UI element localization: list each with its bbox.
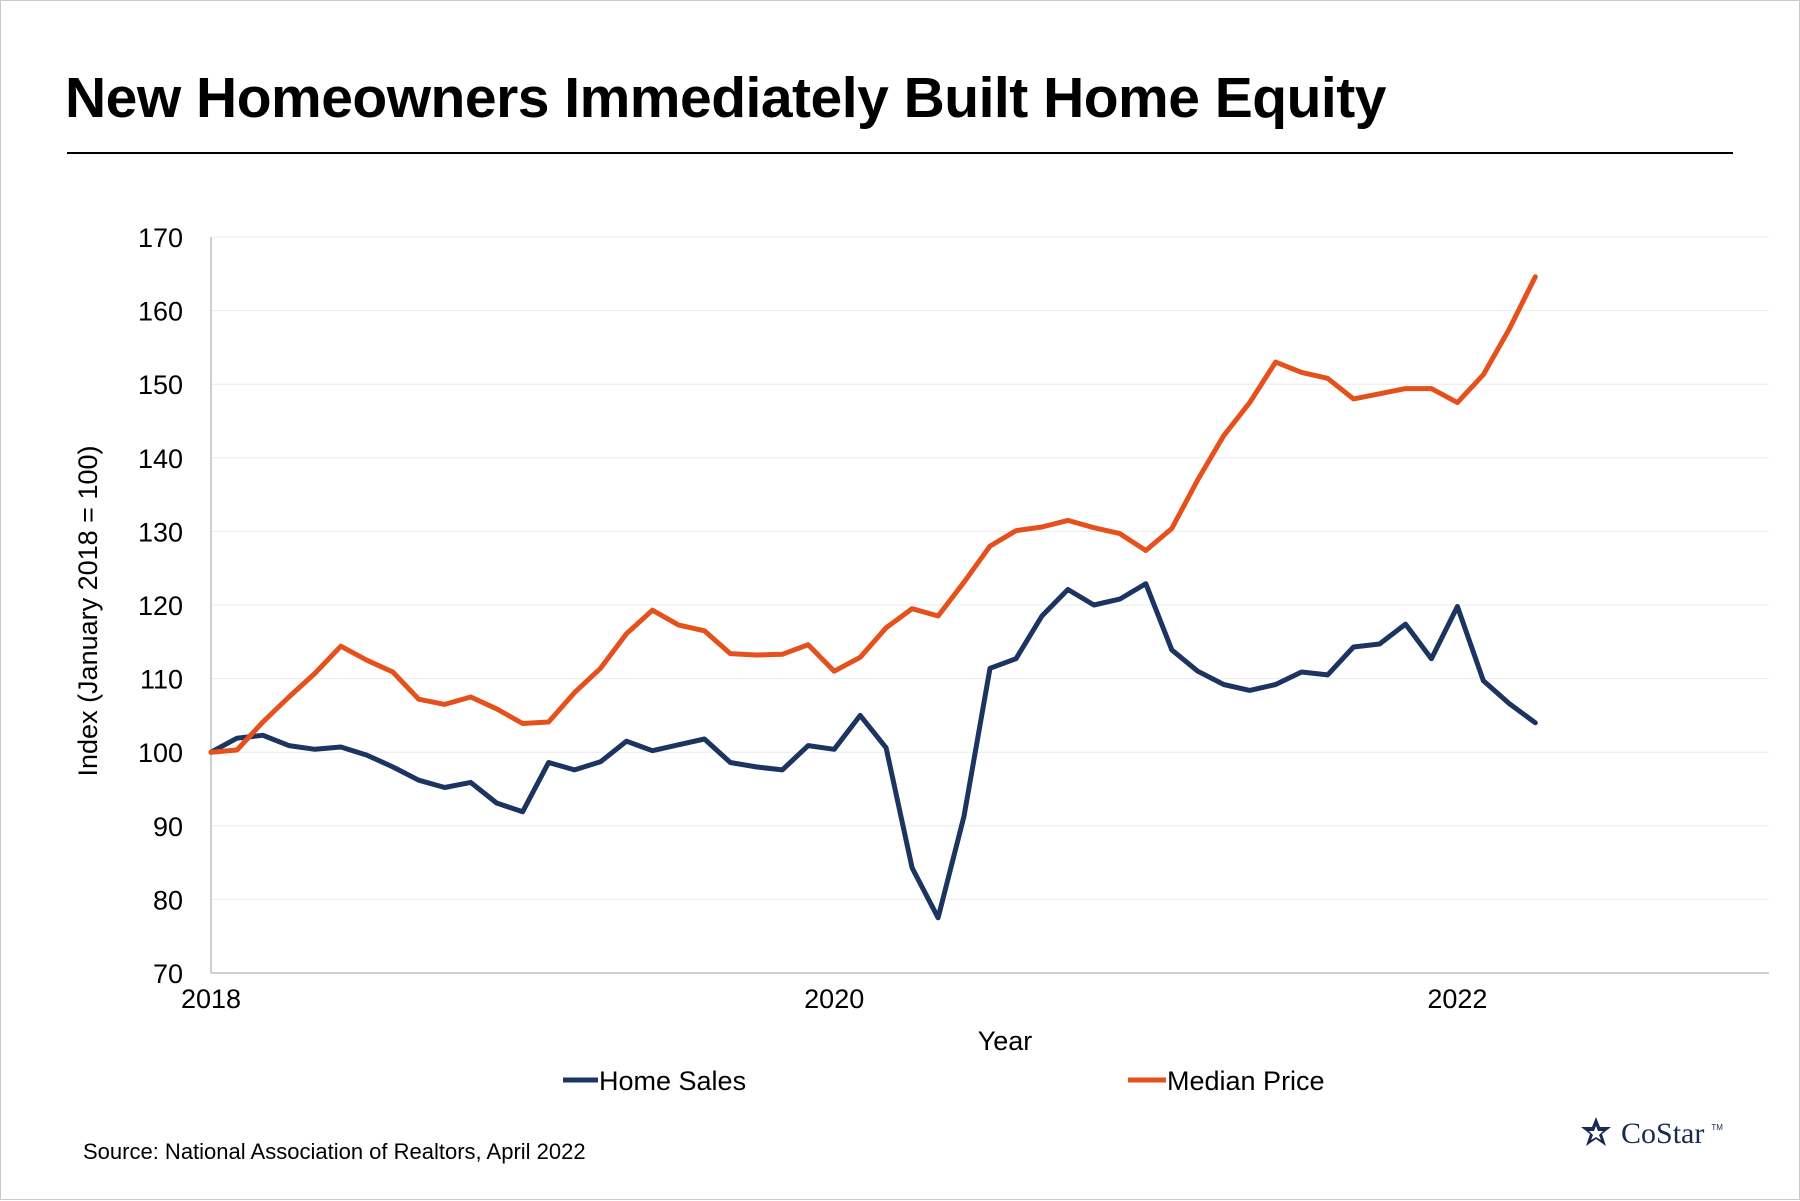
y-tick-label: 160	[138, 297, 183, 327]
source-note: Source: National Association of Realtors…	[83, 1139, 586, 1164]
axes: 70 80 90 100 110 120 130 140 150 160 170 2018 2020 20…	[138, 223, 1769, 1014]
legend-label-home-sales: Home Sales	[599, 1066, 746, 1096]
series-line-median-price	[208, 274, 1538, 755]
gridlines	[211, 236, 1769, 900]
logo-wordmark: CoStar	[1621, 1117, 1705, 1150]
page-title: New Homeowners Immediately Built Home Eq…	[65, 66, 1386, 130]
y-tick-label: 130	[138, 517, 183, 547]
y-tick-label: 70	[153, 959, 183, 989]
legend-label-median-price: Median Price	[1167, 1066, 1325, 1096]
title-divider	[67, 152, 1733, 154]
y-tick-label: 110	[140, 665, 183, 695]
y-tick-label: 140	[138, 444, 183, 474]
x-tick-label: 2020	[804, 984, 864, 1014]
series-lines	[208, 274, 1538, 921]
x-tick-label: 2018	[181, 984, 241, 1014]
y-tick-label: 80	[153, 885, 183, 915]
y-tick-label: 150	[138, 370, 183, 400]
x-axis-label: Year	[978, 1026, 1033, 1056]
x-tick-label: 2022	[1427, 984, 1487, 1014]
y-tick-label: 90	[153, 812, 183, 842]
y-tick-label: 170	[138, 223, 183, 253]
costar-logo: CoStar TM	[1577, 1115, 1723, 1153]
logo-trademark: TM	[1711, 1123, 1723, 1132]
y-tick-label: 100	[138, 738, 183, 768]
y-axis-label: Index (January 2018 = 100)	[73, 446, 103, 777]
y-tick-label: 120	[138, 591, 183, 621]
series-line-home-sales	[208, 581, 1538, 921]
legend: Home Sales Median Price	[563, 1066, 1325, 1096]
costar-star-icon	[1581, 1117, 1611, 1146]
